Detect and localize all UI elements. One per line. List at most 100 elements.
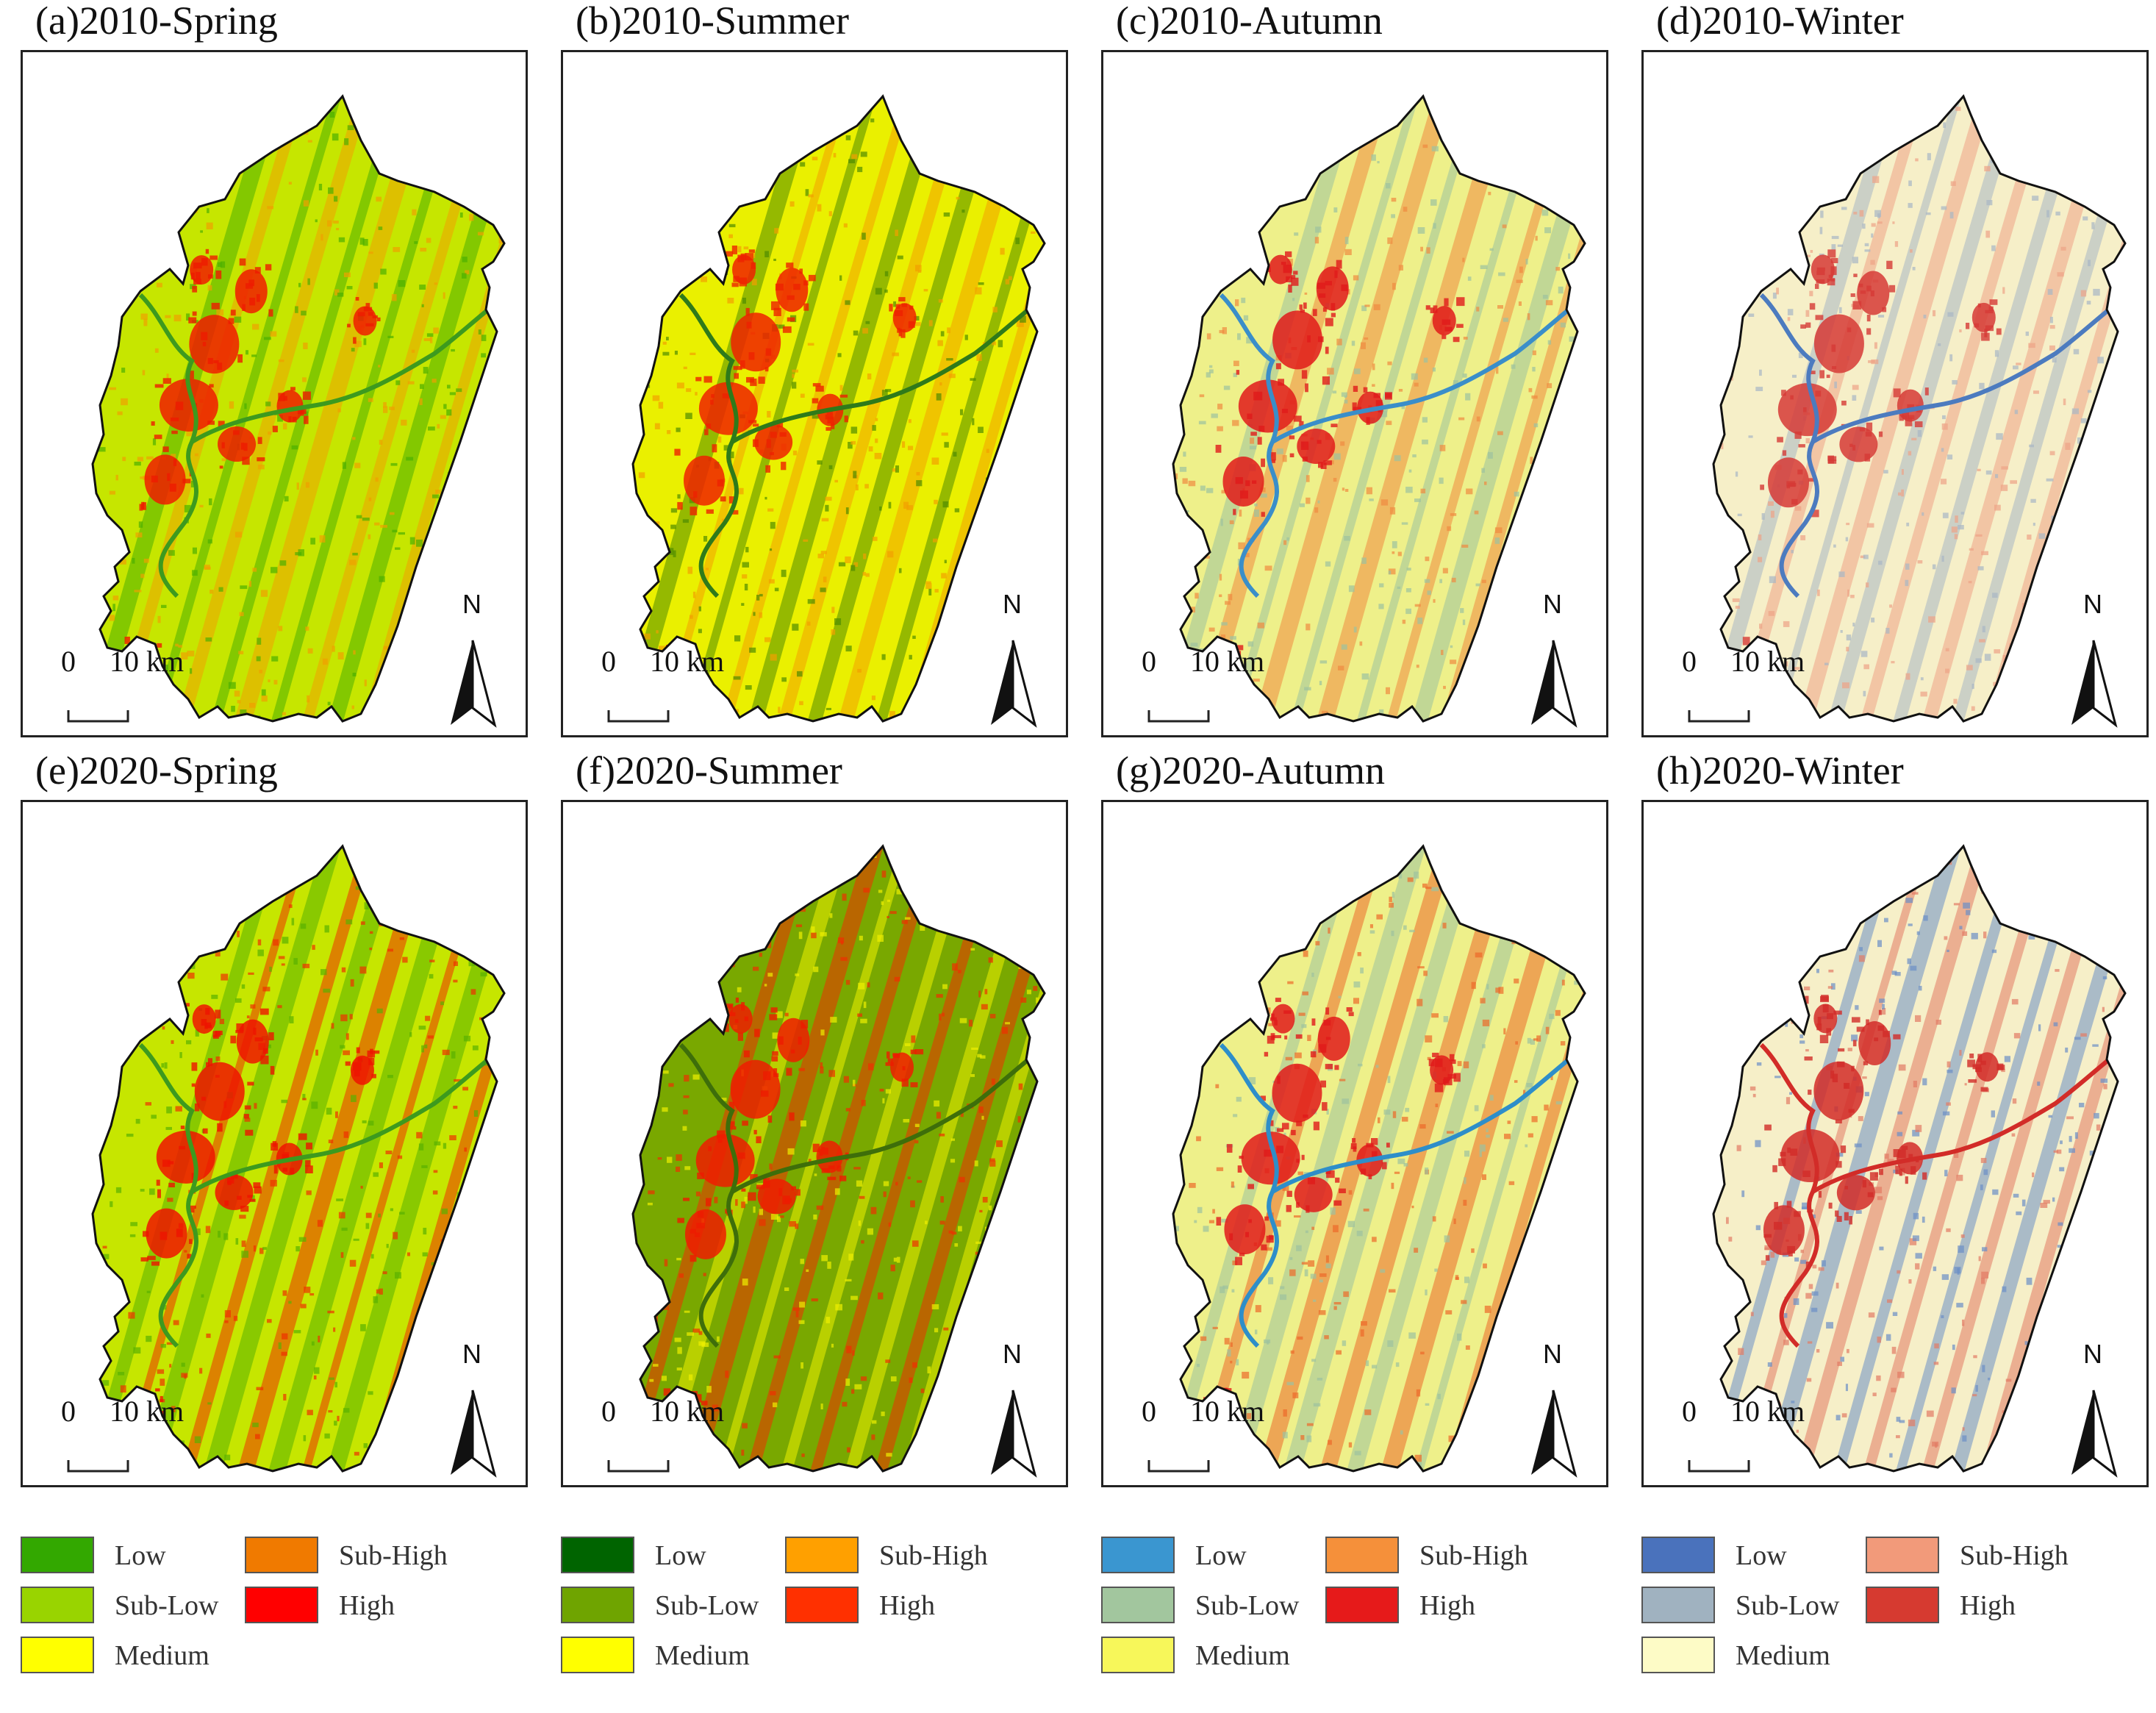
scale-zero-label: 0 bbox=[1142, 645, 1156, 678]
hot-spot bbox=[156, 1130, 215, 1184]
hot-spot bbox=[1316, 266, 1349, 311]
hot-spot bbox=[1317, 1016, 1350, 1061]
terrain-band bbox=[1822, 96, 2026, 721]
terrain-band bbox=[1827, 846, 2030, 1471]
scale-distance-label: 10 km bbox=[1190, 1395, 1265, 1428]
hot-spot bbox=[1272, 1063, 1322, 1123]
thermal-map bbox=[1688, 94, 2127, 728]
scale-distance-label: 10 km bbox=[650, 645, 725, 678]
legend-swatch bbox=[21, 1537, 94, 1573]
hot-spot bbox=[1222, 457, 1264, 507]
hot-spot bbox=[730, 1059, 781, 1119]
scale-zero-label: 0 bbox=[1682, 645, 1697, 678]
north-arrow-icon bbox=[451, 1390, 497, 1478]
north-label: N bbox=[1543, 1339, 1562, 1369]
terrain-band bbox=[2099, 96, 2125, 721]
river bbox=[190, 1043, 504, 1194]
river bbox=[1271, 293, 1585, 444]
legend-label: High bbox=[1419, 1590, 1475, 1621]
legend-label: Sub-Low bbox=[1736, 1590, 1840, 1621]
legend-label: Sub-High bbox=[879, 1540, 988, 1571]
map-panel: (e)2020-Spring 0 10 km N bbox=[0, 748, 528, 1487]
hot-spot bbox=[890, 1052, 914, 1082]
scale-bar bbox=[1147, 710, 1210, 723]
legend-swatch bbox=[561, 1587, 634, 1623]
river bbox=[731, 1043, 1045, 1194]
hot-spot bbox=[1238, 379, 1297, 433]
terrain-band bbox=[1557, 846, 1585, 1471]
hot-spot bbox=[1272, 310, 1323, 370]
scale-distance-label: 10 km bbox=[1190, 645, 1265, 678]
panel-title: (e)2020-Spring bbox=[35, 748, 278, 793]
legend-label: Medium bbox=[1195, 1640, 1290, 1671]
river bbox=[678, 1043, 739, 1348]
terrain-band bbox=[204, 96, 406, 721]
scale-distance-label: 10 km bbox=[1730, 645, 1805, 678]
terrain-band bbox=[1253, 846, 1460, 1471]
legend-label: Medium bbox=[1736, 1640, 1830, 1671]
hot-spot bbox=[1839, 426, 1878, 462]
river bbox=[678, 293, 739, 598]
hot-spot bbox=[194, 1062, 245, 1121]
hot-spot bbox=[1224, 1204, 1266, 1255]
terrain-band bbox=[171, 96, 374, 721]
scale-bar bbox=[1688, 1460, 1750, 1473]
north-label: N bbox=[1543, 589, 1562, 619]
terrain-band bbox=[1021, 96, 1045, 721]
hot-spot bbox=[728, 1004, 753, 1034]
hot-spot bbox=[757, 1179, 796, 1215]
map-frame: 0 10 km N bbox=[21, 800, 528, 1487]
panel-title: (h)2020-Winter bbox=[1656, 748, 1904, 793]
region-boundary bbox=[1712, 94, 2127, 723]
scale-bar bbox=[607, 1460, 670, 1473]
map-panel: (h)2020-Winter 0 10 km N bbox=[1621, 748, 2149, 1487]
legend-swatch bbox=[1641, 1587, 1715, 1623]
scale-zero-label: 0 bbox=[61, 1395, 76, 1428]
legend-label: Low bbox=[655, 1540, 706, 1571]
map-frame: 0 10 km N bbox=[1641, 50, 2149, 737]
scale-zero-label: 0 bbox=[1682, 1395, 1697, 1428]
panel-title: (a)2010-Spring bbox=[35, 0, 278, 43]
river bbox=[731, 293, 1045, 444]
legend-swatch bbox=[785, 1537, 859, 1573]
north-label: N bbox=[1003, 1339, 1022, 1369]
map-panel: (f)2020-Summer 0 10 km N bbox=[540, 748, 1068, 1487]
map-frame: 0 10 km N bbox=[1641, 800, 2149, 1487]
hot-spot bbox=[1780, 1129, 1840, 1183]
region-boundary bbox=[631, 844, 1046, 1473]
terrain-band bbox=[1435, 96, 1585, 721]
terrain-band bbox=[681, 96, 881, 721]
legend-swatch bbox=[561, 1637, 634, 1673]
legend-label: Medium bbox=[115, 1640, 209, 1671]
panel-title: (d)2010-Winter bbox=[1656, 0, 1904, 43]
river bbox=[1811, 293, 2125, 444]
river bbox=[190, 293, 504, 444]
map-panel: (d)2010-Winter 0 10 km N bbox=[1621, 0, 2149, 737]
north-arrow-icon bbox=[2071, 640, 2118, 728]
region-boundary bbox=[1712, 844, 2127, 1473]
legend-swatch bbox=[1866, 1587, 1939, 1623]
legend-swatch bbox=[1641, 1637, 1715, 1673]
scale-bar bbox=[67, 1460, 129, 1473]
legend-swatch bbox=[1101, 1637, 1175, 1673]
scale-bar bbox=[1147, 1460, 1210, 1473]
thermal-map bbox=[1147, 844, 1586, 1478]
scale-bar bbox=[607, 710, 670, 723]
legend-label: Medium bbox=[655, 1640, 750, 1671]
legend-swatch bbox=[1866, 1537, 1939, 1573]
terrain-band bbox=[1790, 846, 1994, 1471]
north-arrow-icon bbox=[991, 1390, 1037, 1478]
north-arrow-icon bbox=[451, 640, 497, 728]
map-panel: (b)2010-Summer 0 10 km N bbox=[540, 0, 1068, 737]
legend-swatch bbox=[1325, 1587, 1399, 1623]
legend-swatch bbox=[1101, 1587, 1175, 1623]
region-boundary bbox=[91, 94, 506, 723]
legend: Low Sub-High Sub-Low High Medium bbox=[21, 1537, 528, 1713]
terrain-band bbox=[713, 846, 913, 1471]
river bbox=[138, 1043, 199, 1348]
terrain-band bbox=[742, 96, 948, 721]
region-boundary bbox=[1172, 94, 1586, 723]
legend-label: High bbox=[879, 1590, 935, 1621]
legend-label: Sub-Low bbox=[115, 1590, 219, 1621]
terrain-band bbox=[1560, 96, 1585, 721]
